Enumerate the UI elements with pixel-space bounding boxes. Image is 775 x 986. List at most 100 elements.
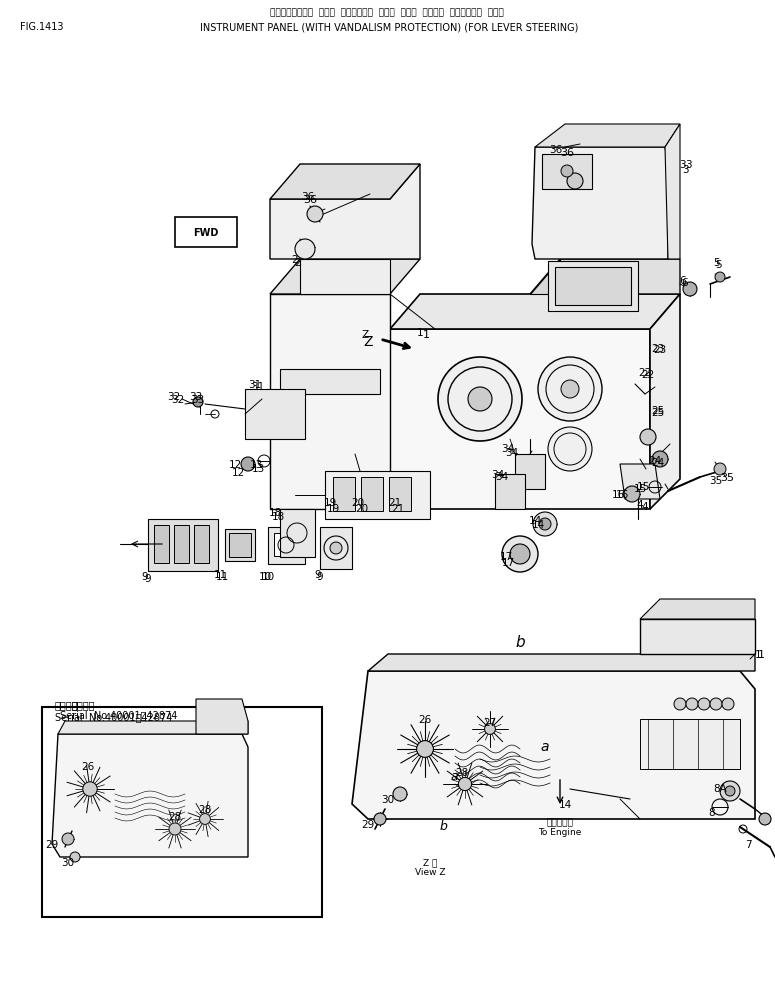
Circle shape <box>62 833 74 845</box>
Polygon shape <box>530 259 680 295</box>
Circle shape <box>652 452 668 467</box>
Text: 6: 6 <box>682 278 688 288</box>
Text: 24: 24 <box>649 456 662 465</box>
Bar <box>194 526 209 563</box>
Text: 30: 30 <box>61 857 74 867</box>
Circle shape <box>510 544 530 564</box>
Text: エンジンへ: エンジンへ <box>546 817 574 826</box>
Text: Z: Z <box>363 334 373 349</box>
Text: Serial  No.40001～42874: Serial No.40001～42874 <box>60 709 177 719</box>
Text: 29: 29 <box>361 819 374 829</box>
Text: 35: 35 <box>720 472 734 482</box>
Text: 4: 4 <box>642 502 649 512</box>
Polygon shape <box>58 722 248 735</box>
Circle shape <box>710 698 722 710</box>
Text: 適用号機: 適用号機 <box>72 699 95 709</box>
Circle shape <box>698 698 710 710</box>
Text: 22: 22 <box>642 370 655 380</box>
Polygon shape <box>515 455 545 489</box>
Text: 17: 17 <box>499 551 512 561</box>
Text: 36: 36 <box>303 195 317 205</box>
Bar <box>389 477 411 512</box>
Polygon shape <box>148 520 218 572</box>
Text: 1: 1 <box>417 327 423 337</box>
Text: 9: 9 <box>315 570 322 580</box>
Text: 25: 25 <box>651 407 665 418</box>
Circle shape <box>720 781 740 802</box>
Polygon shape <box>280 510 315 557</box>
Circle shape <box>241 458 255 471</box>
Text: 32: 32 <box>167 391 181 401</box>
Bar <box>174 526 189 563</box>
Bar <box>229 533 251 557</box>
Text: 34: 34 <box>495 471 508 481</box>
Text: Z 構: Z 構 <box>423 857 437 866</box>
Text: 17: 17 <box>501 557 515 567</box>
Circle shape <box>561 381 579 398</box>
Text: 14: 14 <box>529 516 542 526</box>
Text: b: b <box>440 819 448 832</box>
Polygon shape <box>268 528 305 564</box>
Text: 31: 31 <box>248 380 262 389</box>
Text: 20: 20 <box>351 498 364 508</box>
Polygon shape <box>665 125 680 259</box>
Polygon shape <box>650 295 680 510</box>
Bar <box>280 370 380 394</box>
Text: 24: 24 <box>651 458 665 467</box>
Polygon shape <box>640 619 755 655</box>
Text: 7: 7 <box>745 839 751 849</box>
Polygon shape <box>532 148 668 259</box>
Circle shape <box>502 536 538 573</box>
Bar <box>361 477 383 512</box>
Text: 15: 15 <box>636 481 649 491</box>
Circle shape <box>193 397 203 407</box>
Text: FWD: FWD <box>193 228 219 238</box>
Polygon shape <box>245 389 305 440</box>
Text: 8A: 8A <box>713 783 727 793</box>
Text: 16: 16 <box>615 489 629 500</box>
Polygon shape <box>225 529 255 561</box>
Text: 1: 1 <box>755 650 761 660</box>
Text: 4: 4 <box>637 500 643 510</box>
Text: 3: 3 <box>684 160 691 170</box>
Polygon shape <box>640 719 740 769</box>
Text: 19: 19 <box>326 504 339 514</box>
Circle shape <box>561 166 573 177</box>
Circle shape <box>624 486 640 503</box>
Text: 1: 1 <box>758 650 765 660</box>
Circle shape <box>722 698 734 710</box>
Circle shape <box>374 813 386 825</box>
Polygon shape <box>495 474 525 510</box>
Text: 15: 15 <box>633 483 646 494</box>
Text: 19: 19 <box>323 498 336 508</box>
Text: 23: 23 <box>651 344 665 354</box>
Bar <box>548 261 638 312</box>
Polygon shape <box>196 699 248 735</box>
Text: 適用号機: 適用号機 <box>55 699 78 709</box>
Circle shape <box>307 207 323 223</box>
Text: 32: 32 <box>171 394 184 404</box>
Text: 22: 22 <box>639 368 652 378</box>
Text: b: b <box>515 634 525 650</box>
Polygon shape <box>325 471 430 520</box>
Text: 25: 25 <box>651 405 665 415</box>
Text: 34: 34 <box>501 444 515 454</box>
Text: 35: 35 <box>709 475 722 485</box>
Text: 21: 21 <box>388 498 401 508</box>
Polygon shape <box>535 125 680 148</box>
Circle shape <box>83 782 97 797</box>
Text: 9: 9 <box>142 572 148 582</box>
Text: 14: 14 <box>558 800 572 810</box>
Polygon shape <box>640 599 755 619</box>
Bar <box>175 218 237 247</box>
Text: FIG.1413: FIG.1413 <box>20 22 64 32</box>
Ellipse shape <box>628 382 652 397</box>
Circle shape <box>533 513 557 536</box>
Bar <box>274 533 299 556</box>
Polygon shape <box>390 329 650 510</box>
Text: 6: 6 <box>680 276 687 286</box>
Text: 18: 18 <box>268 508 281 518</box>
Circle shape <box>200 813 210 824</box>
Circle shape <box>417 740 433 757</box>
Text: 2: 2 <box>294 257 301 268</box>
